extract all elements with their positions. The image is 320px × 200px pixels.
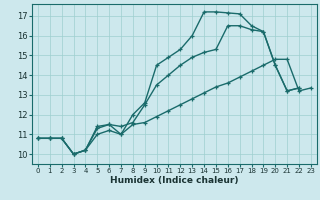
X-axis label: Humidex (Indice chaleur): Humidex (Indice chaleur) (110, 176, 239, 185)
